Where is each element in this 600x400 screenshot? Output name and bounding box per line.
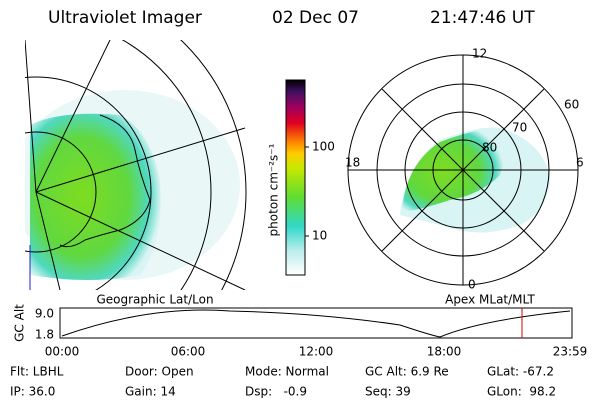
footer-field: GLat: -67.2 <box>487 365 554 379</box>
colorbar-tick: 100 <box>312 140 335 154</box>
date: 02 Dec 07 <box>272 8 359 28</box>
polar-plot: 12 18 6 0 60 70 80 <box>345 47 584 292</box>
x-tick-label: 18:00 <box>427 345 462 359</box>
footer-field: Door: Open <box>125 365 194 379</box>
x-tick-label: 12:00 <box>299 345 334 359</box>
y-tick-label: 1.8 <box>35 328 54 342</box>
title: Ultraviolet Imager <box>48 8 202 28</box>
mlat-label: 60 <box>564 98 579 112</box>
altitude-panel <box>59 307 573 339</box>
y-tick-label: 9.0 <box>35 307 54 321</box>
altitude-curve <box>61 309 571 338</box>
footer-field: GC Alt: 6.9 Re <box>365 365 449 379</box>
caption: Apex MLat/MLT <box>445 293 535 307</box>
colorbar-tick: 10 <box>312 229 327 243</box>
x-tick-label: 23:59 <box>553 345 588 359</box>
footer-field: Gain: 14 <box>125 385 176 399</box>
x-tick-label: 06:00 <box>171 345 206 359</box>
geographic-map <box>25 40 247 290</box>
y-axis-label: GC Alt <box>13 304 27 342</box>
x-tick-label: 00:00 <box>45 345 80 359</box>
mlt-label: 0 <box>468 278 476 292</box>
colorbar <box>285 79 306 276</box>
footer-field: GLon: 98.2 <box>487 385 556 399</box>
mlt-label: 6 <box>576 156 584 170</box>
footer-field: Seq: 39 <box>365 385 411 399</box>
mlt-label: 12 <box>472 47 487 61</box>
time: 21:47:46 UT <box>430 8 535 28</box>
colorbar-label: photon cm⁻²s⁻¹ <box>267 143 281 236</box>
footer-field: Flt: LBHL <box>10 365 64 379</box>
footer-field: Dsp: -0.9 <box>245 385 307 399</box>
mlt-label: 18 <box>345 156 360 170</box>
footer-field: IP: 36.0 <box>10 385 55 399</box>
caption: Geographic Lat/Lon <box>96 293 213 307</box>
mlat-label: 70 <box>512 121 527 135</box>
footer-field: Mode: Normal <box>245 365 329 379</box>
mlat-label: 80 <box>482 141 497 155</box>
